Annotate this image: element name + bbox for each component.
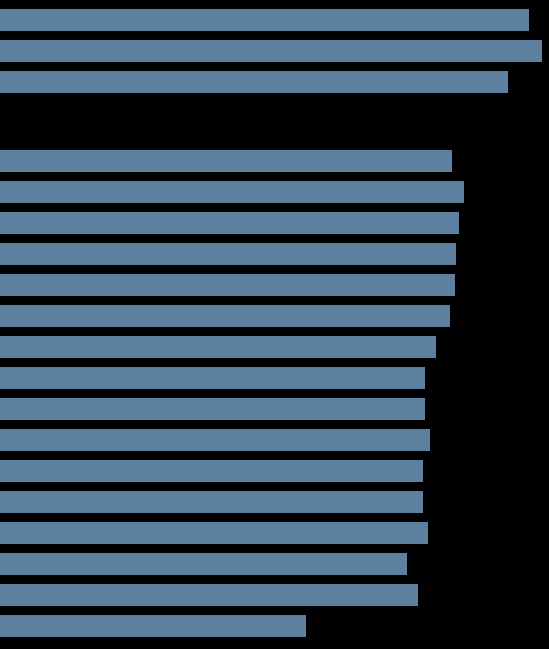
bar: [0, 305, 450, 327]
bar: [0, 491, 423, 513]
bar: [0, 212, 459, 234]
bar: [0, 367, 425, 389]
bar: [0, 243, 456, 265]
bar: [0, 460, 423, 482]
bar: [0, 336, 436, 358]
bar: [0, 398, 425, 420]
bar: [0, 553, 407, 575]
bar: [0, 40, 542, 62]
bar: [0, 274, 455, 296]
bar: [0, 615, 306, 637]
horizontal-bar-chart: [0, 0, 549, 649]
bar: [0, 181, 464, 203]
bar: [0, 584, 418, 606]
bar: [0, 150, 452, 172]
bar: [0, 71, 508, 93]
bar: [0, 9, 529, 31]
bar: [0, 522, 428, 544]
bar: [0, 429, 430, 451]
